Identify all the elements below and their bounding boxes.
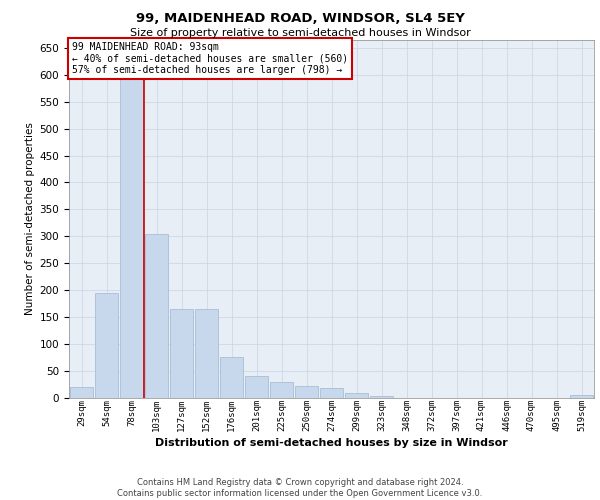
Bar: [320, 388, 343, 398]
Bar: [270, 382, 293, 398]
X-axis label: Distribution of semi-detached houses by size in Windsor: Distribution of semi-detached houses by …: [155, 438, 508, 448]
Text: Contains HM Land Registry data © Crown copyright and database right 2024.
Contai: Contains HM Land Registry data © Crown c…: [118, 478, 482, 498]
Bar: [170, 309, 193, 398]
Bar: [70, 386, 93, 398]
Bar: [220, 357, 243, 398]
Text: 99 MAIDENHEAD ROAD: 93sqm
← 40% of semi-detached houses are smaller (560)
57% of: 99 MAIDENHEAD ROAD: 93sqm ← 40% of semi-…: [71, 42, 348, 75]
Bar: [120, 78, 143, 398]
Bar: [570, 395, 593, 398]
Bar: [370, 396, 393, 398]
Text: 99, MAIDENHEAD ROAD, WINDSOR, SL4 5EY: 99, MAIDENHEAD ROAD, WINDSOR, SL4 5EY: [136, 12, 464, 26]
Bar: [245, 376, 268, 398]
Bar: [95, 292, 118, 398]
Y-axis label: Number of semi-detached properties: Number of semi-detached properties: [25, 122, 35, 315]
Bar: [295, 386, 318, 398]
Bar: [345, 393, 368, 398]
Text: Size of property relative to semi-detached houses in Windsor: Size of property relative to semi-detach…: [130, 28, 470, 38]
Bar: [195, 309, 218, 398]
Bar: [145, 234, 168, 398]
